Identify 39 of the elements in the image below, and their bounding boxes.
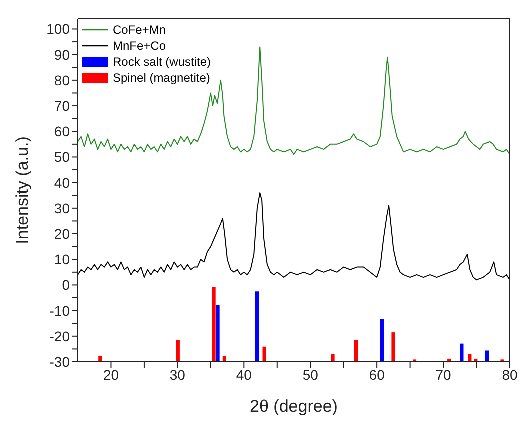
y-tick-label: -30 (50, 354, 70, 370)
x-tick-label: 60 (369, 366, 386, 383)
y-tick-label: 10 (54, 252, 70, 268)
y-tick-label: 100 (46, 21, 70, 38)
bar (212, 288, 216, 362)
y-tick-label: 30 (54, 200, 70, 216)
y-tick-label: 50 (54, 149, 70, 166)
legend-label: CoFe+Mn (113, 22, 166, 38)
y-tick-label: 20 (54, 226, 70, 242)
x-tick-label: 40 (236, 366, 252, 383)
x-tick-label: 70 (436, 366, 452, 383)
line-series (78, 192, 510, 281)
bar (485, 350, 489, 362)
y-tick-label: -10 (50, 302, 70, 319)
x-tick-label: 30 (170, 366, 186, 383)
y-tick-label: 0 (62, 277, 70, 294)
y-tick-label: 70 (54, 98, 70, 114)
y-tick-label: 60 (54, 124, 70, 140)
bar (380, 320, 384, 362)
bar (331, 354, 335, 362)
x-tick-label: 20 (103, 366, 120, 383)
x-tick-label: 50 (302, 366, 319, 383)
y-tick-label: 90 (54, 46, 70, 63)
y-axis-title: Intensity (a.u.) (13, 136, 32, 244)
y-tick-label: 80 (54, 72, 70, 88)
x-tick-label: 80 (502, 366, 518, 383)
legend-label: Rock salt (wustite) (113, 54, 212, 70)
bar (216, 305, 220, 362)
bar (460, 344, 464, 362)
bar (176, 340, 180, 362)
y-tick-label: 40 (54, 174, 70, 191)
bar (354, 340, 358, 362)
y-tick-label: -20 (50, 328, 70, 344)
legend-label: Spinel (magnetite) (113, 70, 210, 86)
legend-label: MnFe+Co (113, 38, 166, 54)
x-axis-title: 2θ (degree) (250, 397, 338, 416)
bar (255, 292, 260, 362)
bar (392, 332, 396, 362)
bar (262, 346, 266, 362)
